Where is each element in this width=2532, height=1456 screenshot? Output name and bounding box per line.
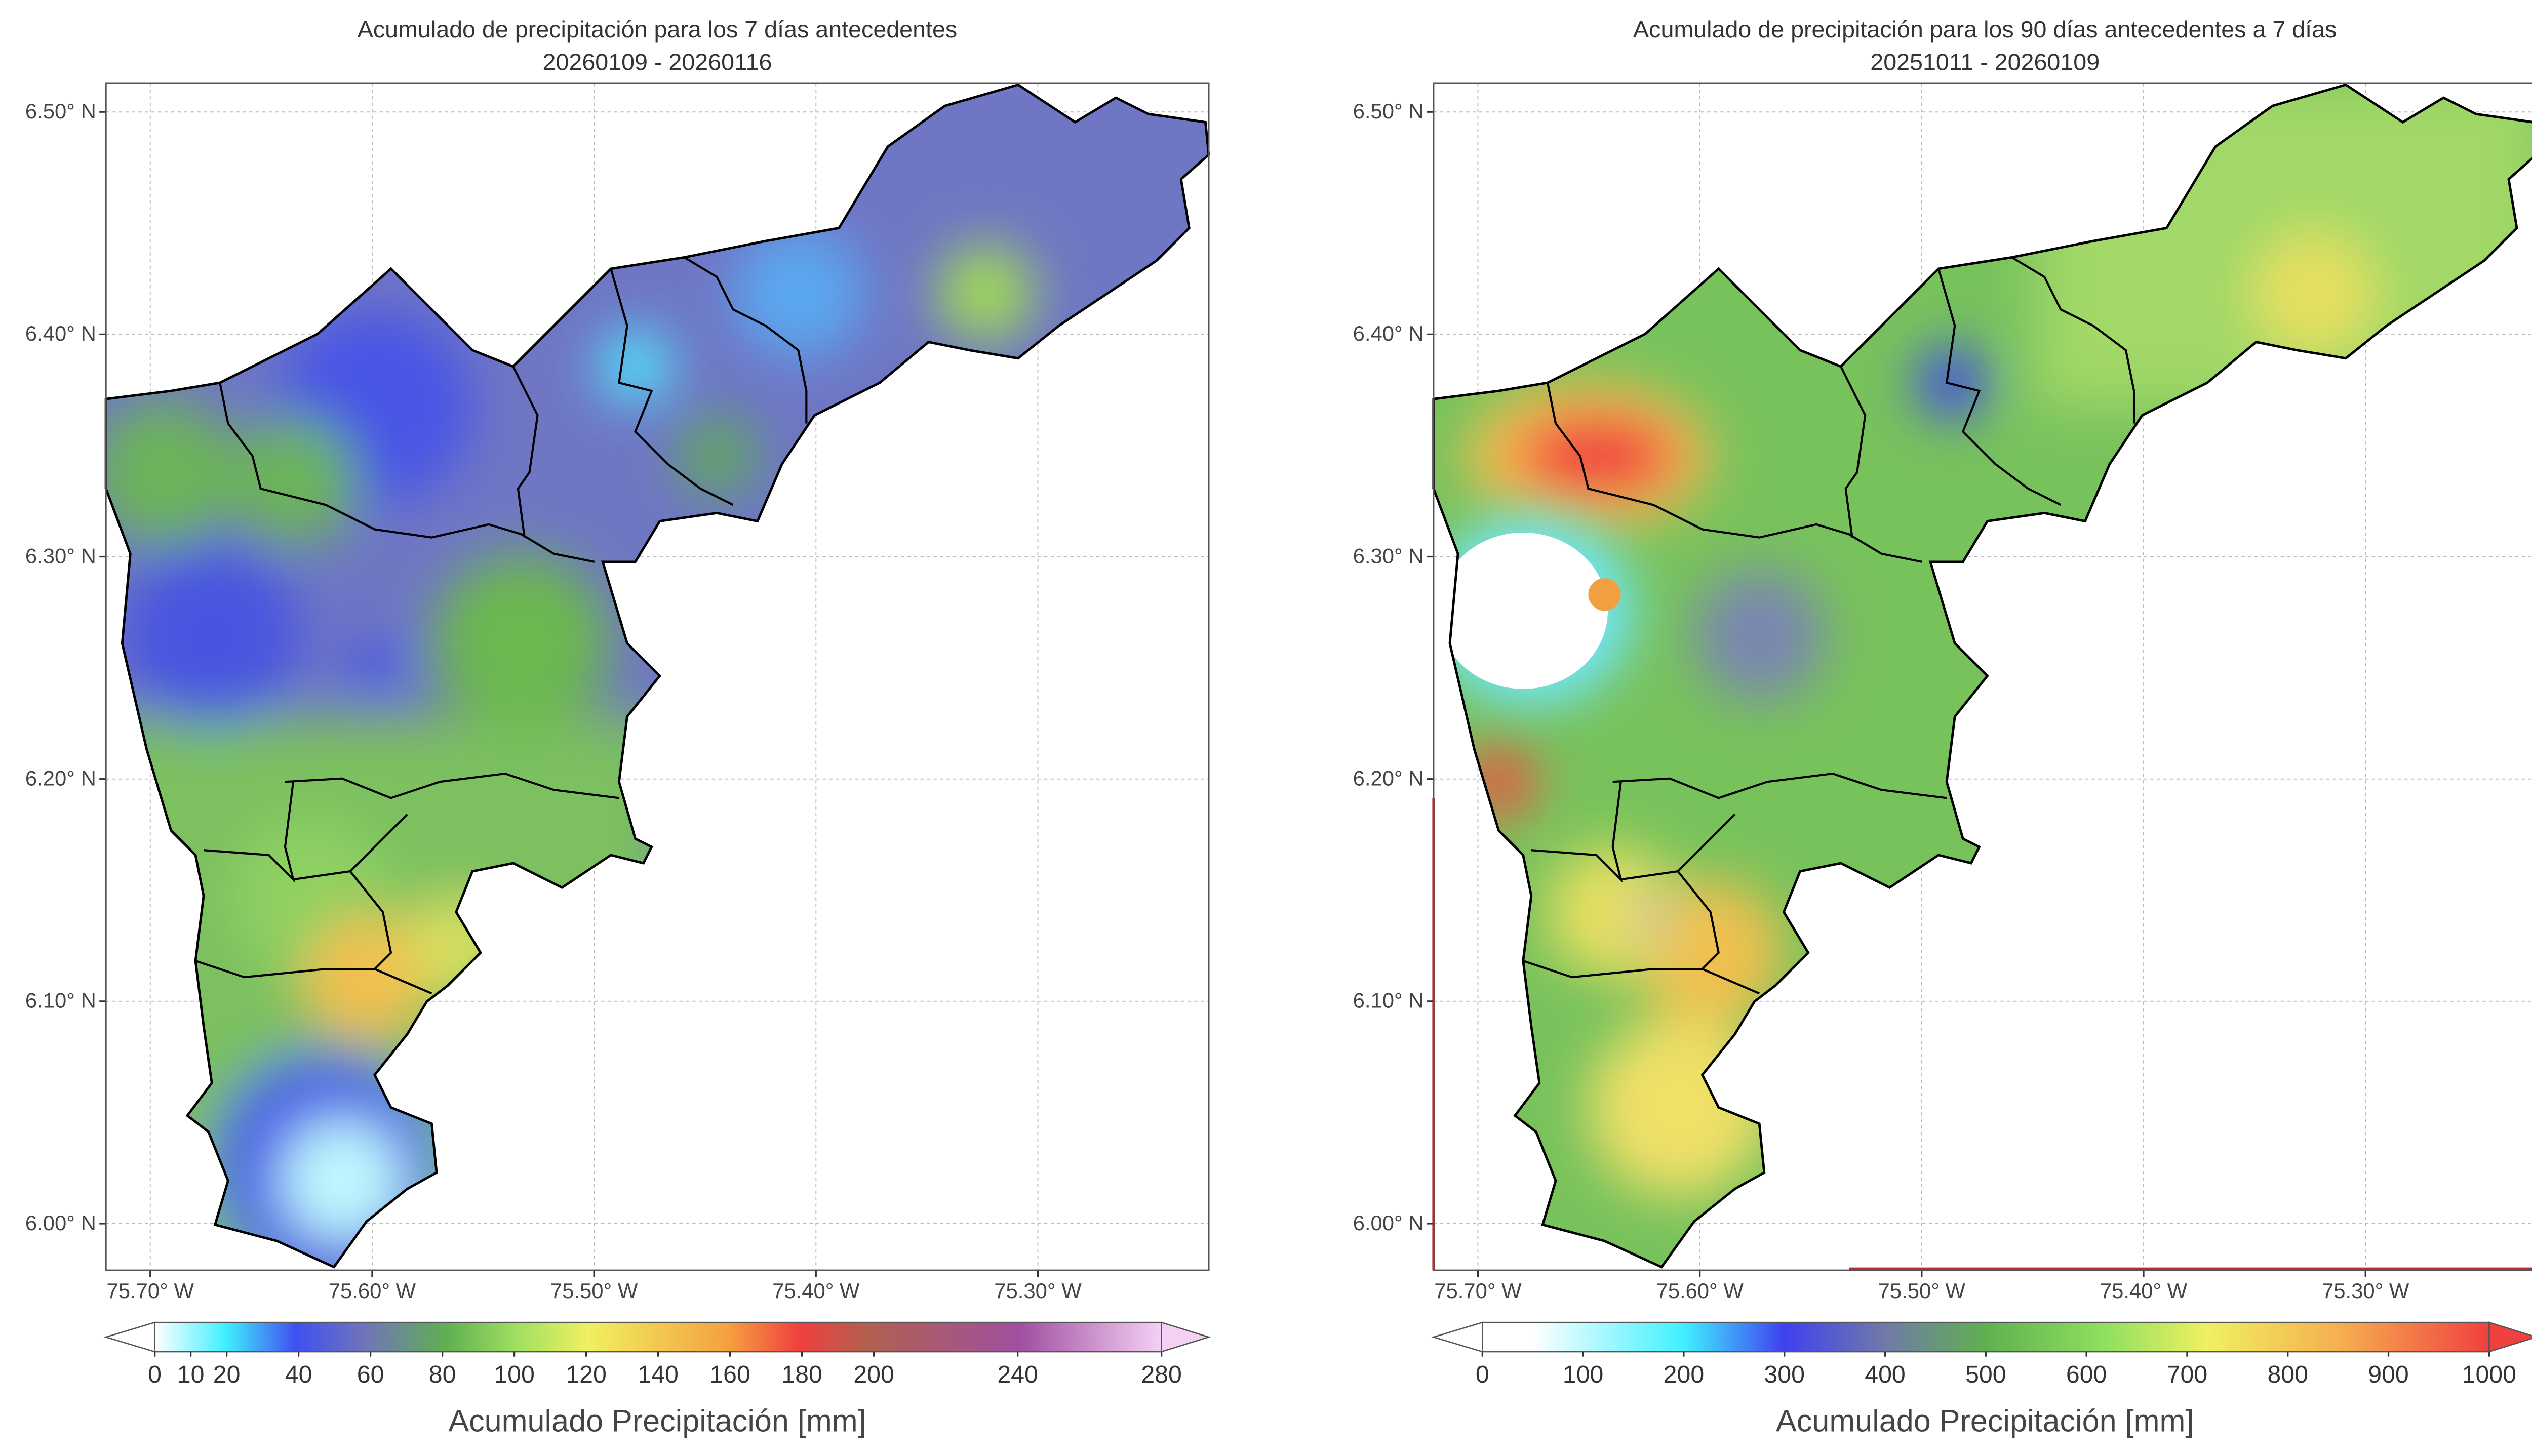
- y-tick-label: 6.30° N: [25, 544, 96, 568]
- x-tick-label: 75.50° W: [1878, 1279, 1966, 1303]
- x-tick-label: 75.40° W: [2100, 1279, 2188, 1303]
- precip-field: [106, 85, 1209, 1267]
- y-tick-label: 6.00° N: [1353, 1211, 1424, 1235]
- colorbar-tick-label: 140: [638, 1361, 679, 1388]
- blob: [304, 915, 429, 1039]
- x-tick-label: 75.60° W: [1656, 1279, 1744, 1303]
- y-tick-label: 6.20° N: [1353, 766, 1424, 790]
- y-tick-label: 6.40° N: [1353, 321, 1424, 345]
- y-tick-label: 6.50° N: [25, 99, 96, 123]
- x-tick-label: 75.60° W: [329, 1279, 416, 1303]
- blob: [280, 1119, 404, 1243]
- panel-subtitle: 20251011 - 20260109: [1870, 49, 2100, 75]
- colorbar: [1482, 1321, 2490, 1353]
- blob: [733, 228, 863, 358]
- colorbar-tick-label: 600: [2066, 1361, 2107, 1388]
- precip-field: [1433, 85, 2532, 1267]
- blob: [350, 643, 400, 693]
- colorbar-tick-label: 900: [2368, 1361, 2409, 1388]
- panel-title: Acumulado de precipitación para los 7 dí…: [358, 16, 958, 43]
- blob: [106, 399, 236, 546]
- colorbar-tick-label: 60: [357, 1361, 384, 1388]
- colorbar-tick-label: 240: [997, 1361, 1038, 1388]
- colorbar-label: Acumulado Precipitación [mm]: [1776, 1404, 2194, 1438]
- colorbar-tick-label: 800: [2267, 1361, 2308, 1388]
- colorbar-tick-label: 20: [213, 1361, 241, 1388]
- colorbar-tick-label: 300: [1764, 1361, 1805, 1388]
- blob: [1438, 532, 1608, 689]
- colorbar-label: Acumulado Precipitación [mm]: [448, 1404, 866, 1438]
- colorbar-tick-label: 160: [709, 1361, 750, 1388]
- blob: [599, 331, 671, 402]
- colorbar-tick-label: 280: [1141, 1361, 1182, 1388]
- colorbar-extend: [2488, 1321, 2532, 1353]
- blob: [431, 553, 611, 733]
- blob: [1588, 578, 1621, 611]
- y-tick-label: 6.50° N: [1353, 99, 1424, 123]
- blob: [1547, 846, 1678, 978]
- colorbar-extend: [103, 1321, 155, 1353]
- blob: [1637, 904, 1664, 930]
- colorbar-tick-label: 40: [285, 1361, 312, 1388]
- blob: [228, 415, 359, 546]
- panel-subtitle: 20260109 - 20260116: [543, 49, 772, 75]
- x-tick-label: 75.30° W: [994, 1279, 1082, 1303]
- map-frame: [105, 82, 1210, 1271]
- blob: [1694, 570, 1825, 701]
- blob: [1462, 746, 1535, 818]
- x-tick-label: 75.30° W: [2322, 1279, 2409, 1303]
- colorbar-tick-label: 100: [1563, 1361, 1604, 1388]
- colorbar-tick-label: 200: [1664, 1361, 1705, 1388]
- colorbar-tick-label: 1000: [2462, 1361, 2516, 1388]
- colorbar: [154, 1321, 1162, 1353]
- blob: [1588, 1018, 1768, 1197]
- y-tick-label: 6.20° N: [25, 766, 96, 790]
- blob: [676, 415, 758, 497]
- colorbar-tick-label: 10: [177, 1361, 205, 1388]
- colorbar-tick-label: 700: [2167, 1361, 2208, 1388]
- map-frame: [1433, 82, 2532, 1271]
- colorbar-extend: [1161, 1321, 1211, 1353]
- colorbar-tick-label: 0: [1476, 1361, 1489, 1388]
- colorbar-tick-label: 400: [1865, 1361, 1906, 1388]
- colorbar-tick-label: 0: [148, 1361, 162, 1388]
- colorbar-tick-label: 200: [853, 1361, 894, 1388]
- colorbar-tick-label: 80: [429, 1361, 456, 1388]
- y-tick-label: 6.30° N: [1353, 544, 1424, 568]
- colorbar-tick-label: 100: [494, 1361, 535, 1388]
- x-tick-label: 75.40° W: [772, 1279, 860, 1303]
- colorbar-extend: [1431, 1321, 1483, 1353]
- y-tick-label: 6.00° N: [25, 1211, 96, 1235]
- colorbar-tick-label: 180: [781, 1361, 822, 1388]
- y-tick-label: 6.10° N: [1353, 989, 1424, 1013]
- blob: [2251, 231, 2376, 355]
- x-tick-label: 75.50° W: [550, 1279, 638, 1303]
- blob: [1916, 347, 1988, 419]
- y-tick-label: 6.40° N: [25, 321, 96, 345]
- blob: [936, 244, 1035, 342]
- y-tick-label: 6.10° N: [25, 989, 96, 1013]
- x-tick-label: 75.70° W: [1434, 1279, 1522, 1303]
- blob: [1515, 414, 1678, 499]
- panel-title: Acumulado de precipitación para los 90 d…: [1633, 16, 2337, 43]
- colorbar-tick-label: 120: [566, 1361, 607, 1388]
- x-tick-label: 75.70° W: [107, 1279, 194, 1303]
- colorbar-tick-label: 500: [1965, 1361, 2006, 1388]
- blob: [122, 545, 302, 725]
